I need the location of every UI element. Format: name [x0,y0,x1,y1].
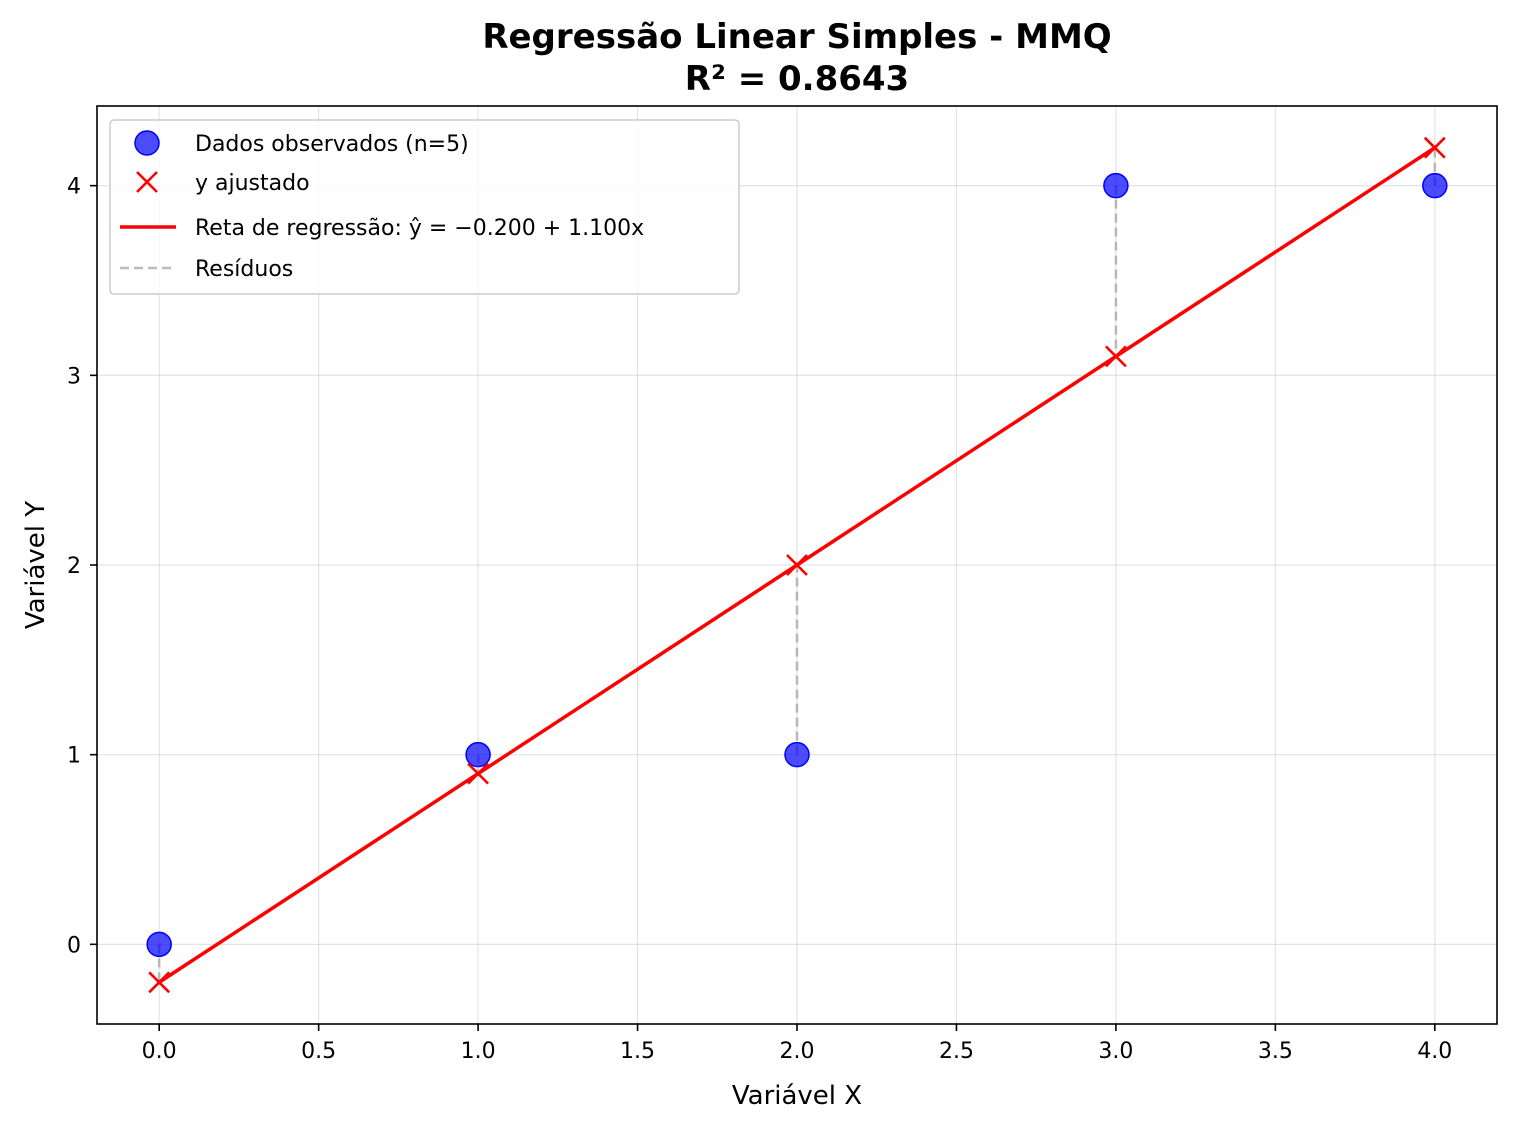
y-tick-label: 2 [67,554,81,579]
y-axis-ticks: 0 1 2 3 4 [67,175,97,958]
legend-label-regression: Reta de regressão: ŷ = −0.200 + 1.100x [195,216,644,241]
legend-x-marker [136,171,158,193]
x-tick-label: 3.5 [1258,1039,1293,1064]
observed-point [784,741,810,768]
chart-title: Regressão Linear Simples - MMQ [482,17,1111,57]
fitted-marker [148,971,171,994]
chart-subtitle: R² = 0.8643 [685,59,909,99]
legend: Dados observados (n=5) y ajustado Reta d… [109,119,740,295]
legend-circle-marker [134,130,160,156]
x-tick-label: 2.5 [939,1039,974,1064]
x-tick-label: 4.0 [1417,1039,1452,1064]
x-axis-ticks: 0.0 0.5 1.0 1.5 2.0 2.5 3.0 3.5 4.0 [142,1024,1452,1064]
y-axis-label: Variável Y [21,501,51,629]
observed-point [1103,172,1129,199]
legend-label-observed: Dados observados (n=5) [195,132,469,157]
observed-points [146,172,1448,958]
legend-box [109,119,740,295]
fitted-marker [1104,345,1127,368]
fitted-marker [467,762,490,785]
observed-point [1422,172,1448,199]
fitted-marker-stroke [1423,136,1446,159]
y-tick-label: 4 [67,175,81,200]
x-tick-label: 3.0 [1098,1039,1133,1064]
fitted-marker-stroke [467,762,490,785]
x-tick-label: 2.0 [780,1039,815,1064]
y-tick-label: 1 [67,744,81,769]
observed-point [146,931,172,958]
fitted-marker-stroke [786,554,808,576]
x-tick-label: 0.0 [142,1039,177,1064]
legend-label-residuals: Resíduos [195,257,293,282]
x-axis-label: Variável X [732,1081,862,1111]
observed-point [465,741,491,768]
x-tick-label: 1.0 [461,1039,496,1064]
fitted-markers [148,136,1446,994]
legend-label-fitted: y ajustado [195,171,310,196]
fitted-marker-stroke [1104,345,1127,368]
y-tick-label: 3 [67,364,81,389]
x-tick-label: 1.5 [620,1039,655,1064]
fitted-marker [786,554,808,576]
y-tick-label: 0 [67,933,81,958]
fitted-marker-stroke [148,971,171,994]
x-tick-label: 0.5 [301,1039,336,1064]
fitted-marker [1423,136,1446,159]
